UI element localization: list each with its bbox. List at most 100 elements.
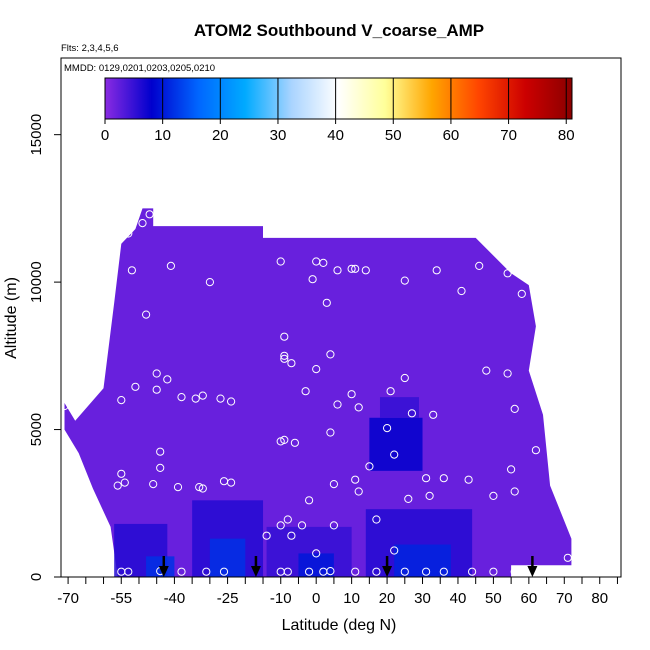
sample-point	[276, 437, 285, 446]
colorbar-tick-label: 60	[443, 127, 460, 144]
sample-point	[262, 531, 271, 540]
sample-point	[276, 521, 285, 530]
y-tick-label: 5000	[28, 413, 45, 446]
sample-point	[227, 397, 236, 406]
sample-point	[280, 332, 289, 341]
sample-point	[283, 515, 292, 524]
sample-point	[216, 394, 225, 403]
x-tick-label: 10	[343, 590, 360, 607]
flight-marker-arrow	[382, 566, 393, 577]
sample-point	[422, 474, 431, 483]
sample-point	[120, 478, 129, 487]
flight-markers	[158, 556, 538, 577]
sample-point	[312, 549, 321, 558]
sample-point	[305, 567, 314, 576]
sample-point	[351, 567, 360, 576]
x-tick-label: -10	[270, 590, 292, 607]
sample-point	[145, 210, 154, 219]
sample-point	[351, 264, 360, 273]
sample-point	[464, 475, 473, 484]
sample-point	[276, 257, 285, 266]
x-tick-label: 50	[485, 590, 502, 607]
x-tick-label: -55	[110, 590, 132, 607]
sample-point	[290, 438, 299, 447]
x-tick-label: -70	[57, 590, 79, 607]
sample-point	[329, 480, 338, 489]
sample-point	[354, 403, 363, 412]
sample-point	[280, 435, 289, 444]
sample-point	[468, 567, 477, 576]
sample-point	[319, 258, 328, 267]
sample-point	[156, 447, 165, 456]
colorbar-tick-label: 80	[558, 127, 575, 144]
flight-marker-arrow	[250, 566, 261, 577]
flight-marker-arrow	[158, 566, 169, 577]
sample-point	[205, 278, 214, 287]
colorbar-tick-label: 50	[385, 127, 402, 144]
sample-point	[61, 401, 69, 411]
heatmap-patch	[379, 397, 419, 418]
y-tick-label: 15000	[28, 114, 45, 156]
sample-point	[326, 567, 335, 576]
x-tick-label: 80	[591, 590, 608, 607]
sample-point	[475, 261, 484, 270]
colorbar-tick-label: 10	[154, 127, 171, 144]
sample-point	[432, 266, 441, 275]
sample-point	[425, 491, 434, 500]
sample-point	[195, 483, 204, 492]
sample-point	[489, 567, 498, 576]
x-axis: -70 -55 -40 -25 -10 0 10 20 30 40 50 60 70 80	[57, 577, 618, 607]
heatmap-field-outline	[64, 208, 572, 577]
y-tick-label: 10000	[28, 261, 45, 303]
sample-point	[305, 496, 314, 505]
sample-point	[117, 469, 126, 478]
flight-marker-arrow	[527, 566, 538, 577]
sample-point	[198, 484, 207, 493]
y-axis-label: Altitude (m)	[3, 277, 20, 359]
sample-point	[329, 521, 338, 530]
colorbar-tick-label: 40	[327, 127, 344, 144]
x-tick-label: -25	[217, 590, 239, 607]
sample-point	[138, 219, 147, 228]
heatmap-patch	[369, 417, 423, 471]
x-tick-label: -40	[164, 590, 186, 607]
sample-point	[227, 478, 236, 487]
sample-point	[333, 266, 342, 275]
sample-point	[429, 410, 438, 419]
x-tick-label: 70	[556, 590, 573, 607]
colorbar: 0 10 20 30 40 50 60 70 80	[101, 77, 575, 144]
sample-point	[510, 404, 519, 413]
sample-point	[351, 475, 360, 484]
sample-point	[400, 373, 409, 383]
sample-point	[489, 491, 498, 500]
sample-point	[563, 553, 572, 562]
sample-point	[503, 269, 512, 278]
sample-point	[372, 567, 381, 576]
sample-point	[117, 396, 126, 405]
sample-point	[280, 351, 289, 360]
y-axis: 0 5000 10000 15000	[28, 114, 61, 581]
sample-point	[383, 424, 392, 433]
colorbar-tick-label: 0	[101, 127, 109, 144]
sample-point	[287, 531, 296, 540]
sample-point	[280, 354, 289, 363]
sample-point	[507, 465, 516, 474]
plot-frame	[60, 57, 622, 578]
chart-title: ATOM2 Southbound V_coarse_AMP	[194, 21, 484, 40]
sample-point	[347, 264, 356, 273]
sample-points	[61, 210, 572, 576]
sample-point	[163, 375, 172, 384]
sample-point	[124, 229, 133, 238]
colorbar-tick-label: 70	[500, 127, 517, 144]
sample-point	[177, 393, 186, 402]
sample-point	[312, 365, 321, 374]
y-tick-label: 0	[28, 573, 45, 581]
sample-point	[517, 289, 526, 298]
sample-point	[297, 521, 307, 530]
sample-point	[390, 546, 399, 555]
x-tick-label: 0	[312, 590, 320, 607]
sample-point	[510, 567, 519, 576]
flights-label: Flts: 2,3,4,5,6	[61, 43, 119, 54]
sample-point	[439, 474, 448, 483]
